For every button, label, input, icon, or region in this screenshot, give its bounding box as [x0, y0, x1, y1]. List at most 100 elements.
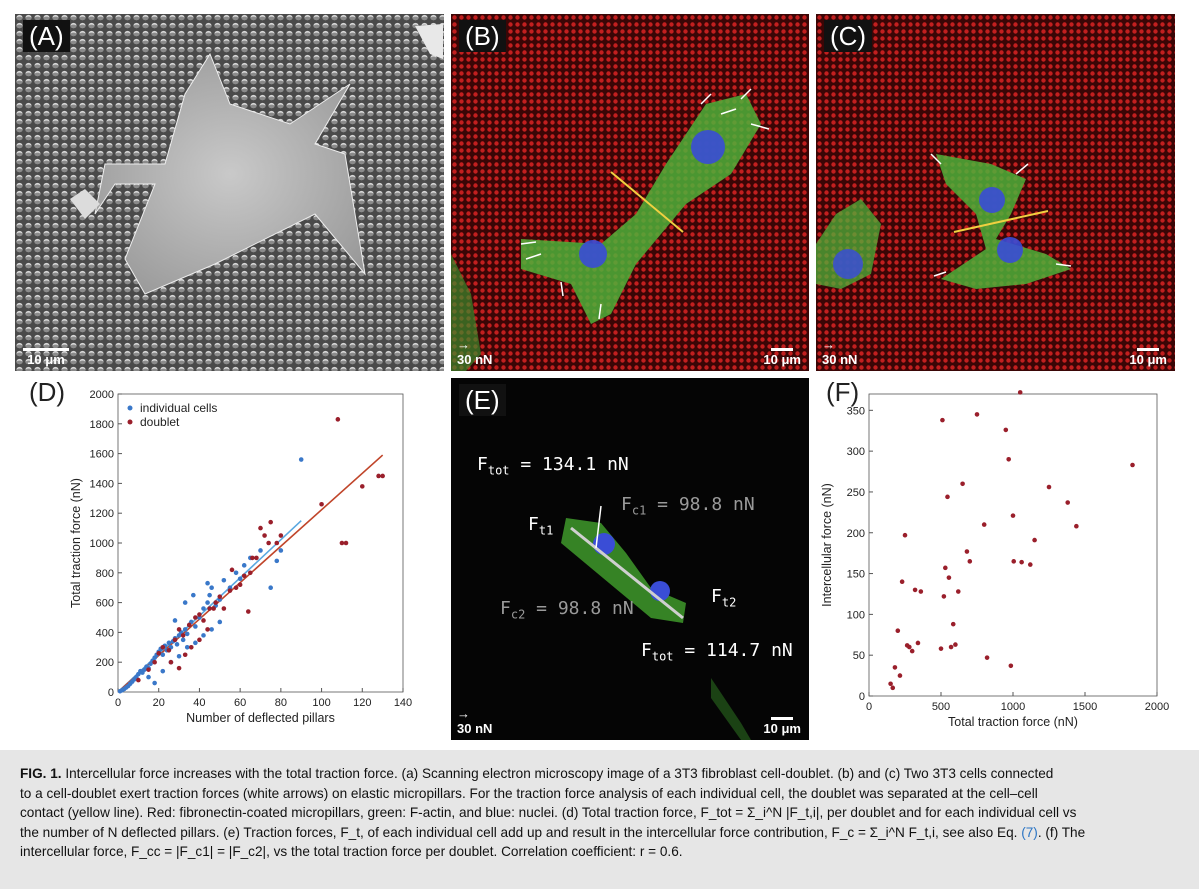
fig-label: FIG. 1.: [20, 766, 62, 781]
data-point: [940, 417, 945, 423]
data-point: [205, 627, 210, 632]
force-scale: → 30 nN: [822, 337, 857, 367]
data-point: [197, 612, 202, 617]
data-point: [278, 533, 284, 538]
y-tick-label: 800: [96, 568, 114, 580]
fluorescence-image: [816, 14, 1175, 371]
y-tick-label: 400: [96, 627, 114, 639]
data-point: [160, 645, 166, 650]
data-point: [182, 627, 188, 632]
data-point: [217, 594, 223, 599]
data-point: [964, 549, 970, 554]
data-point: [1003, 427, 1009, 433]
y-tick-label: 1000: [90, 538, 114, 550]
y-tick-label: 200: [847, 528, 865, 540]
data-point: [166, 640, 172, 646]
y-tick-label: 300: [847, 446, 865, 458]
scale-bar-label: 10 μm: [763, 721, 801, 736]
caption-line-2: to a cell-doublet exert traction forces …: [20, 785, 1038, 801]
data-point: [918, 589, 924, 594]
force-scale: → 30 nN: [457, 706, 492, 736]
data-point: [152, 659, 157, 665]
y-tick-label: 1800: [90, 419, 114, 431]
data-point: [237, 576, 243, 582]
fluorescence-image: [561, 505, 751, 740]
scale-bar-label: 10 μm: [1129, 352, 1167, 367]
data-point: [909, 648, 915, 654]
data-point: [160, 652, 166, 658]
panel-label: (B): [459, 20, 506, 52]
data-point: [184, 645, 190, 650]
data-point: [266, 540, 271, 546]
panel-f-chart: (F) 0 500 1000 1500 2000 0 50 100 150 200 250 300 35…: [812, 376, 1182, 744]
data-point: [172, 618, 178, 623]
force-scale-label: 30 nN: [457, 352, 493, 367]
y-tick-label: 150: [847, 569, 865, 581]
data-point: [953, 642, 958, 647]
fluorescence-image: [451, 14, 809, 371]
data-point: [237, 582, 243, 588]
data-point: [166, 647, 172, 653]
data-point: [274, 558, 280, 564]
sem-image: [15, 14, 444, 371]
data-point: [136, 677, 141, 683]
data-point: [176, 653, 182, 659]
data-point: [258, 525, 263, 531]
x-tick-label: 80: [275, 697, 287, 709]
y-tick-label: 2000: [90, 389, 114, 401]
y-tick-label: 1200: [90, 508, 114, 520]
data-point: [221, 577, 227, 583]
data-point: [227, 588, 233, 593]
x-tick-label: 140: [394, 697, 412, 709]
x-tick-label: 2000: [1145, 701, 1169, 713]
data-point: [180, 633, 186, 638]
data-point: [186, 622, 192, 628]
data-point: [319, 501, 324, 507]
data-point: [152, 680, 157, 686]
scale-bar: 10 μm: [763, 348, 801, 367]
data-point: [1074, 523, 1079, 529]
panel-a-sem-image: (A) 10 μm: [15, 14, 444, 371]
data-point: [245, 609, 251, 614]
data-point: [890, 685, 896, 691]
data-point: [182, 600, 188, 605]
data-point: [156, 650, 162, 656]
data-point: [897, 673, 903, 678]
data-point: [1027, 562, 1033, 567]
caption-line-5: intercellular force, F_cc = |F_c1| = |F_…: [20, 844, 683, 859]
force-scale: → 30 nN: [457, 337, 492, 367]
x-axis-label: Total traction force (nN): [948, 715, 1078, 729]
scale-bar: 10 μm: [1129, 348, 1167, 367]
x-tick-label: 1000: [1001, 701, 1025, 713]
panel-e-fluorescence: (E) Ftot = 134.1 nN Fc1 = 98.8 nN Ft1 Fc…: [451, 378, 809, 740]
data-point: [941, 594, 947, 599]
data-point: [895, 628, 901, 634]
x-axis-label: Number of deflected pillars: [186, 711, 335, 725]
data-point: [168, 659, 174, 665]
data-point: [359, 484, 365, 489]
x-tick-label: 500: [932, 701, 950, 713]
data-point: [907, 644, 912, 650]
data-point: [250, 555, 255, 561]
x-tick-label: 0: [115, 697, 121, 709]
data-point: [188, 645, 194, 650]
data-point: [1010, 513, 1016, 518]
scale-bar: 10 μm: [763, 717, 801, 736]
data-point: [184, 631, 190, 637]
data-point: [258, 548, 263, 553]
equation-link[interactable]: (7): [1021, 824, 1038, 840]
panel-label: (E): [459, 384, 506, 416]
data-point: [207, 592, 212, 598]
data-point: [902, 532, 908, 538]
data-point: [176, 665, 182, 671]
y-tick-label: 0: [859, 691, 865, 703]
ftot-label-1: Ftot = 134.1 nN: [477, 454, 629, 478]
data-point: [201, 633, 206, 638]
data-point: [1130, 462, 1135, 468]
data-point: [1065, 500, 1071, 505]
data-point: [233, 570, 239, 576]
data-point: [182, 652, 188, 658]
y-tick-label: 350: [847, 405, 865, 417]
ft1-label: Ft1: [528, 514, 554, 538]
data-point: [172, 637, 178, 643]
